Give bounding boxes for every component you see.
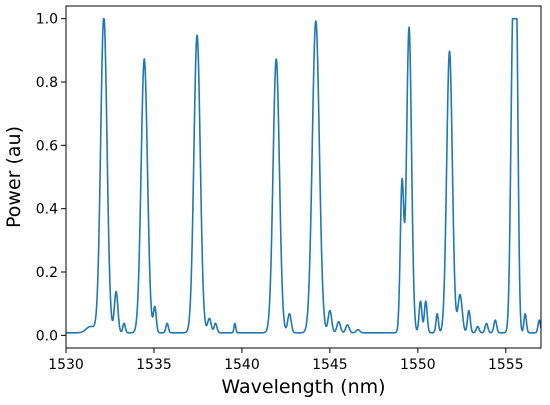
y-tick-label: 0.0 xyxy=(36,328,58,344)
y-axis-label: Power (au) xyxy=(3,126,25,228)
spectrum-line xyxy=(66,17,541,334)
x-tick-label: 1550 xyxy=(400,357,436,373)
x-tick-label: 1555 xyxy=(488,357,524,373)
y-tick-label: 0.2 xyxy=(36,265,58,281)
y-tick-label: 0.4 xyxy=(36,202,58,218)
x-tick-label: 1540 xyxy=(224,357,260,373)
y-tick-label: 1.0 xyxy=(36,12,58,28)
y-tick-label: 0.6 xyxy=(36,138,58,154)
x-tick-label: 1545 xyxy=(312,357,348,373)
x-tick-label: 1535 xyxy=(136,357,172,373)
plot-frame xyxy=(65,5,542,349)
plot-layer xyxy=(66,17,541,334)
ticks-layer: 1530 1535 1540 1545 1550 1555 0.0 0.2 0.4 0.6 0.8 1… xyxy=(36,12,524,373)
x-axis-label: Wavelength (nm) xyxy=(221,376,385,398)
x-tick-label: 1530 xyxy=(48,357,84,373)
y-tick-label: 0.8 xyxy=(36,75,58,91)
